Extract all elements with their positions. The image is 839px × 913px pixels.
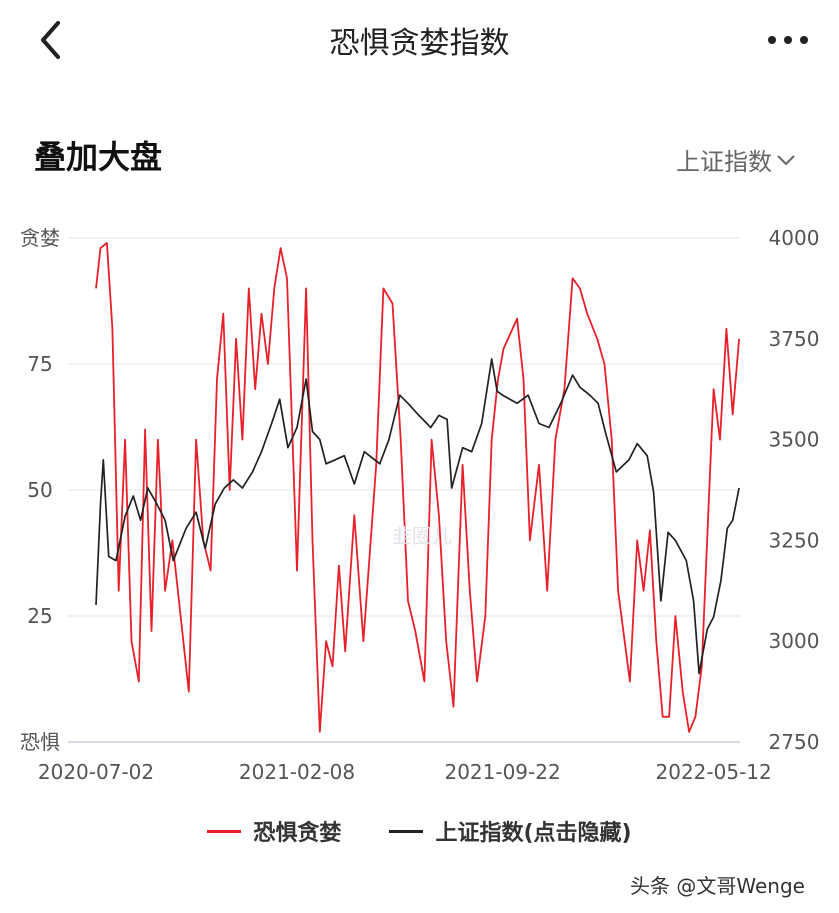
right-tick-label: 3750 xyxy=(769,327,820,351)
legend-label: 恐惧贪婪 xyxy=(253,821,342,846)
section-title: 叠加大盘 xyxy=(34,138,163,176)
more-button[interactable] xyxy=(764,20,812,60)
fear-greed-chart: 贪婪 75 50 25 恐惧 4000 3750 3500 3250 3000 2750 2020… xyxy=(20,226,820,784)
more-dots-icon xyxy=(768,36,808,44)
chevron-left-icon xyxy=(41,21,60,59)
left-tick-label: 25 xyxy=(27,604,52,628)
legend-item-fear-greed[interactable]: 恐惧贪婪 xyxy=(207,815,341,847)
legend-item-sse-index[interactable]: 上证指数(点击隐藏) xyxy=(389,815,632,847)
right-tick-label: 3000 xyxy=(769,629,820,653)
left-tick-label: 50 xyxy=(27,478,52,502)
nav-bar: 恐惧贪婪指数 xyxy=(0,0,839,80)
legend-label: 上证指数(点击隐藏) xyxy=(435,821,632,846)
right-tick-label: 3500 xyxy=(769,428,820,452)
right-tick-label: 3250 xyxy=(769,528,820,552)
legend-swatch-red xyxy=(207,829,242,833)
fear-greed-series-line xyxy=(95,242,740,733)
index-select-label: 上证指数 xyxy=(676,148,772,176)
chart-legend: 恐惧贪婪 上证指数(点击隐藏) xyxy=(0,815,839,847)
x-tick-label: 2021-02-08 xyxy=(239,760,355,784)
index-select[interactable]: 上证指数 xyxy=(676,142,796,177)
right-tick-label: 2750 xyxy=(769,730,820,754)
author-watermark: 头条 @文哥Wenge xyxy=(630,874,805,898)
x-tick-label: 2022-05-12 xyxy=(656,760,772,784)
center-watermark: 韭圈儿 xyxy=(392,524,452,548)
right-tick-label: 4000 xyxy=(769,226,820,250)
legend-swatch-black xyxy=(389,829,424,833)
x-tick-label: 2020-07-02 xyxy=(38,760,154,784)
x-tick-label: 2021-09-22 xyxy=(444,760,560,784)
page-title: 恐惧贪婪指数 xyxy=(329,26,510,61)
left-tick-label: 恐惧 xyxy=(20,730,60,754)
left-tick-label: 75 xyxy=(27,352,52,376)
sse-index-series-line xyxy=(95,358,740,675)
left-tick-label: 贪婪 xyxy=(20,226,60,250)
back-button[interactable] xyxy=(34,18,74,62)
chevron-down-icon xyxy=(777,154,795,165)
